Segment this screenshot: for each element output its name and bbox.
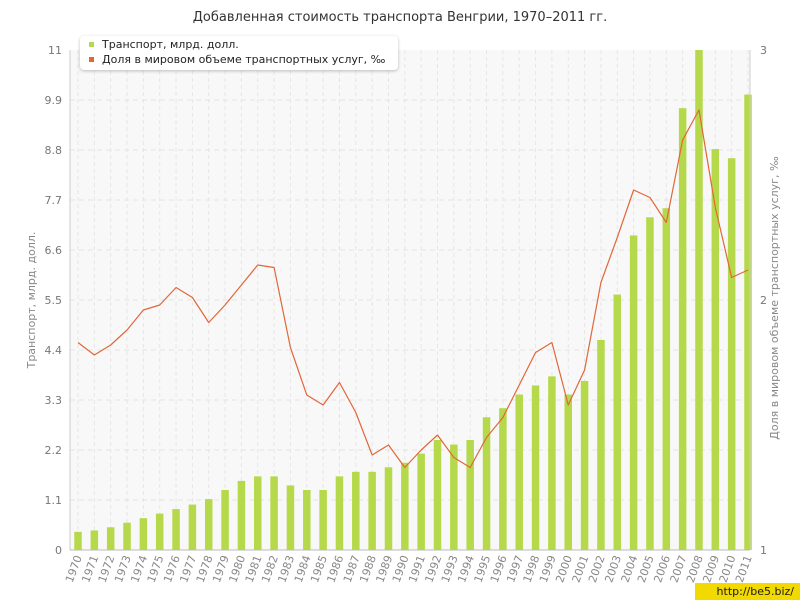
bar: [90, 530, 99, 550]
legend-swatch-line: [89, 56, 94, 62]
y2-axis-title: Доля в мировом объеме транспортных услуг…: [768, 156, 781, 440]
y2-tick-label: 3: [760, 44, 767, 57]
bar: [417, 453, 425, 550]
legend-item-bars[interactable]: Транспорт, млрд. долл.: [89, 37, 239, 53]
bar: [450, 444, 458, 550]
y-tick-label: 7.7: [45, 194, 63, 207]
bar: [106, 527, 115, 550]
bar: [711, 149, 720, 550]
y-tick-label: 4.4: [45, 344, 63, 357]
bar: [433, 440, 442, 550]
bar: [172, 509, 180, 550]
watermark[interactable]: http://be5.biz/: [694, 583, 800, 600]
bar: [744, 94, 752, 550]
bar: [482, 417, 491, 550]
y2-tick-label: 1: [760, 544, 767, 557]
legend-label-line: Доля в мировом объеме транспортных услуг…: [102, 53, 386, 66]
y-axis-title: Транспорт, млрд. долл.: [25, 232, 38, 370]
legend-swatch-bars: [89, 41, 94, 47]
bar: [695, 50, 703, 550]
bar: [662, 208, 671, 550]
legend-item-line[interactable]: Доля в мировом объеме транспортных услуг…: [89, 52, 385, 68]
legend-label-bars: Транспорт, млрд. долл.: [102, 38, 239, 51]
chart-title: Добавленная стоимость транспорта Венгрии…: [192, 10, 608, 25]
bar: [564, 394, 572, 550]
bar: [499, 408, 507, 550]
y-tick-label: 9.9: [45, 94, 63, 107]
bar: [401, 462, 409, 550]
bar: [319, 490, 327, 550]
bar: [188, 504, 197, 550]
bar: [548, 376, 556, 550]
bar: [384, 467, 393, 550]
bar: [123, 522, 131, 550]
bar: [678, 108, 687, 550]
y-tick-label: 8.8: [45, 144, 63, 157]
bar: [221, 490, 229, 550]
y2-tick-label: 2: [760, 294, 767, 307]
bar: [515, 394, 523, 550]
line-series: [77, 109, 749, 469]
bar: [629, 235, 638, 551]
bar: [613, 294, 622, 550]
bar: [646, 217, 654, 551]
bar: [237, 480, 246, 550]
bar: [531, 385, 540, 550]
bar: [204, 499, 213, 550]
bar: [335, 476, 344, 550]
y-tick-label: 3.3: [45, 394, 63, 407]
y-tick-label: 5.5: [45, 294, 63, 307]
bar: [727, 158, 736, 550]
bar: [580, 380, 589, 550]
bar: [597, 340, 605, 550]
bar: [254, 476, 262, 550]
y-tick-label: 6.6: [45, 244, 63, 257]
bar: [466, 440, 474, 550]
bar: [303, 490, 311, 550]
y-tick-label: 2.2: [45, 444, 63, 457]
bar: [74, 531, 82, 550]
bar: [368, 471, 376, 550]
bar: [139, 518, 148, 550]
bar: [270, 476, 278, 550]
y-tick-label: 0: [55, 544, 62, 557]
y-tick-label: 11: [48, 44, 62, 57]
bar: [155, 513, 164, 550]
legend: Транспорт, млрд. долл. Доля в мировом об…: [80, 36, 398, 70]
bar: [286, 485, 295, 550]
y-tick-label: 1.1: [45, 494, 63, 507]
bar: [352, 471, 360, 550]
